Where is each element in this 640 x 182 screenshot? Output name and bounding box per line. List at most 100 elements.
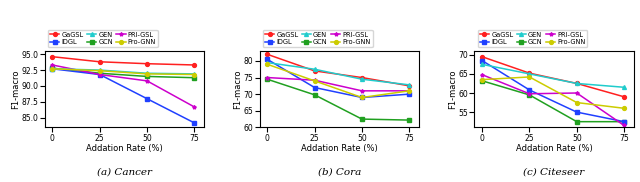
GaGSL: [358, 76, 366, 79]
GaGSL: [525, 72, 533, 74]
Line: GCN: GCN: [51, 66, 196, 80]
Line: GEN: GEN: [265, 61, 412, 87]
IDGL: [620, 121, 628, 123]
Pro-GNN: [49, 68, 56, 70]
X-axis label: Addation Rate (%): Addation Rate (%): [516, 144, 593, 153]
X-axis label: Addation Rate (%): Addation Rate (%): [301, 144, 378, 153]
Pro-GNN: [311, 80, 319, 82]
PRI-GSL: [358, 90, 366, 92]
PRI-GSL: [620, 124, 628, 127]
GCN: [49, 67, 56, 69]
PRI-GSL: [406, 90, 413, 92]
GCN: [191, 77, 198, 79]
GEN: [525, 73, 533, 75]
Line: GaGSL: GaGSL: [265, 52, 412, 88]
GEN: [96, 69, 104, 71]
GEN: [264, 62, 271, 64]
PRI-GSL: [96, 73, 104, 76]
GaGSL: [143, 63, 151, 65]
IDGL: [191, 122, 198, 124]
PRI-GSL: [311, 79, 319, 81]
GCN: [143, 75, 151, 78]
GEN: [358, 78, 366, 80]
Line: Pro-GNN: Pro-GNN: [51, 67, 196, 76]
GEN: [620, 86, 628, 88]
GCN: [358, 118, 366, 120]
Line: PRI-GSL: PRI-GSL: [480, 73, 626, 127]
IDGL: [478, 59, 486, 62]
Pro-GNN: [573, 102, 580, 104]
Legend: GaGSL, IDGL, GEN, GCN, PRI-GSL, Pro-GNN: GaGSL, IDGL, GEN, GCN, PRI-GSL, Pro-GNN: [263, 29, 372, 47]
GaGSL: [191, 64, 198, 66]
Pro-GNN: [358, 96, 366, 99]
GEN: [478, 63, 486, 66]
GaGSL: [96, 61, 104, 63]
GEN: [311, 68, 319, 70]
GaGSL: [406, 85, 413, 87]
GEN: [406, 84, 413, 86]
GCN: [478, 80, 486, 82]
IDGL: [143, 98, 151, 100]
Pro-GNN: [191, 73, 198, 76]
Pro-GNN: [406, 90, 413, 92]
PRI-GSL: [478, 74, 486, 76]
IDGL: [96, 73, 104, 76]
Pro-GNN: [525, 76, 533, 78]
Line: IDGL: IDGL: [51, 67, 196, 125]
PRI-GSL: [264, 76, 271, 79]
IDGL: [573, 111, 580, 113]
GaGSL: [573, 82, 580, 85]
GCN: [573, 121, 580, 123]
IDGL: [264, 58, 271, 60]
IDGL: [311, 86, 319, 89]
Line: GEN: GEN: [480, 62, 626, 89]
IDGL: [525, 89, 533, 91]
GaGSL: [264, 53, 271, 55]
Y-axis label: F1-macro: F1-macro: [233, 69, 243, 109]
GaGSL: [620, 96, 628, 98]
GCN: [311, 94, 319, 96]
IDGL: [49, 68, 56, 70]
Line: Pro-GNN: Pro-GNN: [480, 75, 626, 110]
PRI-GSL: [191, 106, 198, 108]
Y-axis label: F1-macro: F1-macro: [448, 69, 457, 109]
GEN: [191, 73, 198, 75]
GCN: [620, 121, 628, 123]
Text: (b) Cora: (b) Cora: [317, 167, 361, 176]
GEN: [143, 72, 151, 74]
Line: GEN: GEN: [51, 67, 196, 76]
PRI-GSL: [143, 80, 151, 82]
Line: GCN: GCN: [265, 77, 412, 122]
Pro-GNN: [620, 107, 628, 109]
X-axis label: Addation Rate (%): Addation Rate (%): [86, 144, 163, 153]
Pro-GNN: [264, 63, 271, 65]
Line: IDGL: IDGL: [480, 59, 626, 124]
PRI-GSL: [49, 64, 56, 66]
Line: GaGSL: GaGSL: [480, 55, 626, 99]
Y-axis label: F1-macro: F1-macro: [11, 69, 20, 109]
Line: GCN: GCN: [480, 79, 626, 124]
Line: GaGSL: GaGSL: [51, 55, 196, 67]
GEN: [49, 68, 56, 70]
Line: PRI-GSL: PRI-GSL: [265, 76, 412, 93]
GCN: [406, 119, 413, 121]
Text: (a) Cancer: (a) Cancer: [97, 167, 152, 176]
Pro-GNN: [96, 70, 104, 72]
Line: IDGL: IDGL: [265, 57, 412, 99]
Line: PRI-GSL: PRI-GSL: [51, 63, 196, 109]
IDGL: [358, 96, 366, 99]
Line: Pro-GNN: Pro-GNN: [265, 62, 412, 99]
Legend: GaGSL, IDGL, GEN, GCN, PRI-GSL, Pro-GNN: GaGSL, IDGL, GEN, GCN, PRI-GSL, Pro-GNN: [478, 29, 588, 47]
Pro-GNN: [478, 79, 486, 81]
GEN: [573, 82, 580, 85]
PRI-GSL: [525, 93, 533, 95]
GaGSL: [49, 56, 56, 58]
IDGL: [406, 93, 413, 95]
GCN: [96, 72, 104, 74]
GaGSL: [478, 56, 486, 58]
Text: (c) Citeseer: (c) Citeseer: [524, 167, 585, 176]
Pro-GNN: [143, 73, 151, 75]
GCN: [525, 94, 533, 96]
GaGSL: [311, 70, 319, 72]
PRI-GSL: [573, 92, 580, 94]
